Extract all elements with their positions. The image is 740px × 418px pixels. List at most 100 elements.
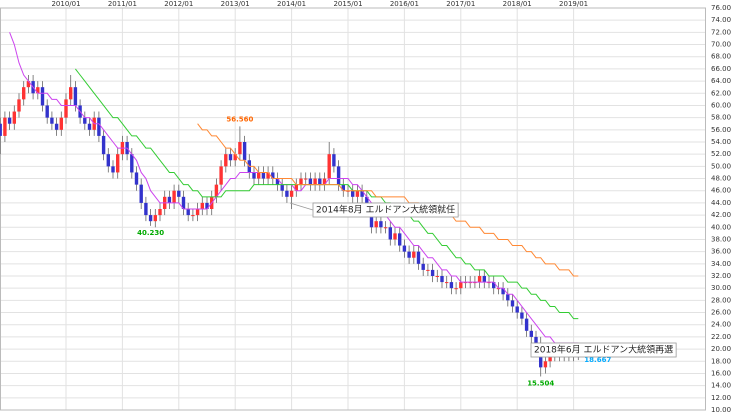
y-tick-label: 10.00 [711, 406, 731, 414]
candle-body [477, 276, 482, 283]
candle-body [341, 184, 345, 191]
y-tick-label: 60.00 [711, 101, 731, 109]
candle-body [412, 251, 416, 258]
candle-body [374, 221, 378, 228]
x-tick-label: 2014/01 [277, 0, 306, 8]
candle-body [492, 282, 496, 289]
candle-body [167, 196, 172, 203]
candle-body [369, 209, 374, 228]
candle-body [459, 282, 463, 289]
y-tick-label: 76.00 [711, 4, 731, 12]
y-tick-label: 66.00 [711, 65, 731, 73]
candle-body [520, 312, 524, 319]
candle-body [144, 202, 148, 216]
candle-body [172, 190, 176, 203]
candle-body [139, 184, 143, 203]
y-tick-label: 32.00 [711, 272, 731, 280]
candle-body [379, 221, 383, 228]
y-tick-label: 16.00 [711, 369, 731, 377]
x-tick-label: 2017/01 [446, 0, 475, 8]
candle-body [191, 215, 195, 217]
annotation-text: 2018年6月 エルドアン大統領再選 [534, 344, 673, 356]
candle-body [506, 294, 510, 301]
candle-body [181, 196, 186, 209]
y-tick-label: 14.00 [711, 382, 731, 390]
extreme-label: 15.504 [527, 379, 554, 387]
x-tick-label: 2016/01 [390, 0, 419, 8]
candle-body [73, 87, 78, 106]
price-tag: 18.667 [584, 356, 611, 364]
moving-average-line [75, 68, 579, 320]
candle-body [285, 190, 289, 197]
candle-body [64, 99, 68, 118]
x-tick-label: 2019/01 [559, 0, 588, 8]
candle-body [40, 87, 45, 106]
y-tick-label: 18.00 [711, 357, 731, 365]
candle-body [332, 154, 336, 167]
y-tick-label: 24.00 [711, 321, 731, 329]
candle-body [158, 209, 162, 216]
candle-body [435, 276, 439, 277]
y-tick-label: 30.00 [711, 284, 731, 292]
candle-body [280, 184, 284, 191]
candle-body [393, 233, 397, 240]
candle-body [351, 190, 355, 197]
candle-body [0, 123, 2, 136]
annotation: 2014年8月 エルドアン大統領就任 [289, 202, 459, 218]
candle-body [59, 117, 63, 130]
candle-body [294, 184, 298, 191]
x-tick-label: 2012/01 [164, 0, 193, 8]
x-tick-label: 2013/01 [221, 0, 250, 8]
candle-body [327, 154, 331, 179]
candle-body [219, 166, 223, 185]
candle-body [26, 81, 31, 88]
candle-body [336, 166, 341, 185]
candle-body [228, 154, 233, 161]
candle-body [87, 123, 92, 130]
candle-body [304, 178, 308, 180]
candle-body [54, 123, 59, 130]
candle-body [416, 251, 421, 264]
candle-body [224, 154, 228, 167]
candle-body [134, 172, 139, 185]
candle-body [200, 202, 204, 209]
candle-body [454, 288, 458, 290]
extreme-label: 40.230 [137, 229, 164, 237]
y-tick-label: 26.00 [711, 309, 731, 317]
extreme-label: 56.560 [226, 115, 253, 123]
candle-body [205, 202, 209, 209]
y-tick-label: 74.00 [711, 16, 731, 24]
candle-body [214, 184, 219, 197]
y-tick-label: 36.00 [711, 248, 731, 256]
y-tick-label: 72.00 [711, 28, 731, 36]
annotation-box [312, 202, 459, 218]
candle-body [388, 227, 392, 240]
candle-body [289, 190, 294, 197]
candle-body [510, 300, 515, 307]
candle-body [313, 178, 317, 185]
candle-body [130, 154, 134, 173]
candle-body [445, 282, 449, 284]
candle-body [266, 172, 270, 179]
y-tick-label: 46.00 [711, 187, 731, 195]
y-tick-label: 64.00 [711, 77, 731, 85]
y-tick-label: 42.00 [711, 211, 731, 219]
candle-body [111, 166, 115, 173]
y-tick-label: 68.00 [711, 53, 731, 61]
candle-body [501, 288, 505, 295]
candle-body [17, 99, 21, 112]
annotation: 2018年6月 エルドアン大統領再選 [530, 342, 677, 358]
moving-average-line [9, 32, 579, 344]
candle-body [275, 178, 280, 185]
y-tick-label: 22.00 [711, 333, 731, 341]
candle-body [430, 269, 435, 276]
y-tick-label: 54.00 [711, 138, 731, 146]
plot-border [0, 7, 706, 411]
candle-body [421, 263, 425, 270]
y-tick-label: 44.00 [711, 199, 731, 207]
annotation-text: 2014年8月 エルドアン大統領就任 [316, 204, 455, 216]
y-tick-label: 58.00 [711, 114, 731, 122]
candle-body [36, 87, 40, 94]
y-tick-label: 28.00 [711, 296, 731, 304]
